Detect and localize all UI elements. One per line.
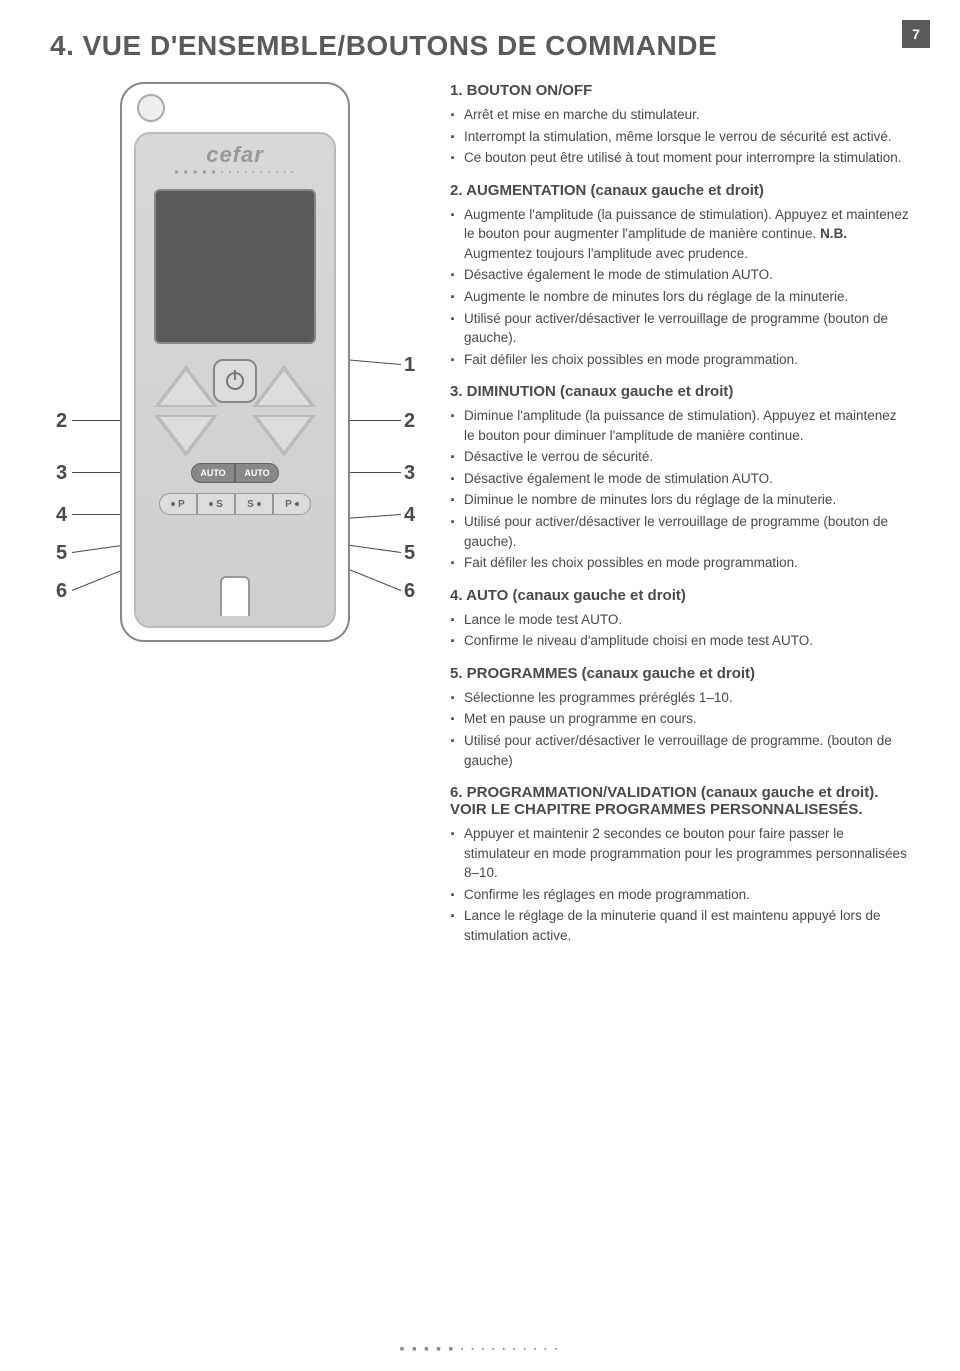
list-item: Interrompt la stimulation, même lorsque … (450, 127, 910, 147)
section-heading: 6. PROGRAMMATION/VALIDATION (canaux gauc… (450, 784, 910, 818)
device-button-area: AUTO AUTO P S S P (136, 359, 334, 626)
section-heading: 3. DIMINUTION (canaux gauche et droit) (450, 383, 910, 400)
page-title: 4. VUE D'ENSEMBLE/BOUTONS DE COMMANDE (50, 30, 910, 62)
description-column: 1. BOUTON ON/OFF Arrêt et mise en marche … (430, 82, 910, 947)
footer-dots: ■ ■ ■ ■ ■ ▪ ▪ ▪ ▪ ▪ ▪ ▪ ▪ ▪ ▪ (400, 1346, 560, 1353)
device-outline: cefar ■ ■ ■ ■ ■ ▪ ▪ ▪ ▪ ▪ ▪ ▪ ▪ ▪ ▪ (120, 82, 350, 642)
ps-button-row: P S S P (159, 493, 311, 515)
callout-right-6: 6 (404, 580, 415, 603)
list-item: Lance le mode test AUTO. (450, 610, 910, 630)
list-item: Confirme le niveau d'amplitude choisi en… (450, 631, 910, 651)
device-brand: cefar ■ ■ ■ ■ ■ ▪ ▪ ▪ ▪ ▪ ▪ ▪ ▪ ▪ ▪ (136, 142, 334, 176)
device-notch (220, 576, 250, 616)
list-item: Confirme les réglages en mode programmat… (450, 885, 910, 905)
auto-button-row: AUTO AUTO (191, 463, 279, 483)
list-item: Ce bouton peut être utilisé à tout momen… (450, 148, 910, 168)
section-list: Arrêt et mise en marche du stimulateur.I… (450, 105, 910, 168)
power-icon (226, 372, 244, 390)
callout-left-6: 6 (56, 580, 67, 603)
list-item: Augmente l'amplitude (la puissance de st… (450, 205, 910, 264)
auto-left-button: AUTO (191, 463, 235, 483)
callout-left-5: 5 (56, 542, 67, 565)
p-left-button: P (159, 493, 197, 515)
list-item: Sélectionne les programmes préréglés 1–1… (450, 688, 910, 708)
list-item: Appuyer et maintenir 2 secondes ce bouto… (450, 824, 910, 883)
section-list: Diminue l'amplitude (la puissance de sti… (450, 406, 910, 573)
callout-right-2: 2 (404, 410, 415, 433)
section-list: Lance le mode test AUTO.Confirme le nive… (450, 610, 910, 651)
section-list: Appuyer et maintenir 2 secondes ce bouto… (450, 824, 910, 945)
list-item: Arrêt et mise en marche du stimulateur. (450, 105, 910, 125)
section-list: Sélectionne les programmes préréglés 1–1… (450, 688, 910, 770)
s-label: S (247, 499, 254, 510)
section-heading: 4. AUTO (canaux gauche et droit) (450, 587, 910, 604)
decrease-left-button (154, 415, 218, 457)
callout-left-4: 4 (56, 504, 67, 527)
section-heading: 5. PROGRAMMES (canaux gauche et droit) (450, 665, 910, 682)
p-right-button: P (273, 493, 311, 515)
callout-left-3: 3 (56, 462, 67, 485)
s-left-button: S (197, 493, 235, 515)
device-column: 2 3 4 5 6 1 2 3 4 5 6 (50, 82, 430, 947)
list-item: Fait défiler les choix possibles en mode… (450, 350, 910, 370)
brand-text: cefar (136, 142, 334, 168)
section-heading: 1. BOUTON ON/OFF (450, 82, 910, 99)
callout-right-3: 3 (404, 462, 415, 485)
callout-left-2: 2 (56, 410, 67, 433)
list-item: Désactive le verrou de sécurité. (450, 447, 910, 467)
list-item: Utilisé pour activer/désactiver le verro… (450, 512, 910, 551)
list-item: Utilisé pour activer/désactiver le verro… (450, 731, 910, 770)
section-list: Augmente l'amplitude (la puissance de st… (450, 205, 910, 370)
callout-right-5: 5 (404, 542, 415, 565)
list-item: Fait défiler les choix possibles en mode… (450, 553, 910, 573)
device-diagram: 2 3 4 5 6 1 2 3 4 5 6 (50, 82, 430, 702)
p-label: P (178, 499, 185, 510)
list-item: Lance le réglage de la minuterie quand i… (450, 906, 910, 945)
brand-dots: ■ ■ ■ ■ ■ ▪ ▪ ▪ ▪ ▪ ▪ ▪ ▪ ▪ ▪ (136, 170, 334, 176)
list-item: Utilisé pour activer/désactiver le verro… (450, 309, 910, 348)
callout-right-1: 1 (404, 354, 415, 377)
list-item: Diminue le nombre de minutes lors du rég… (450, 490, 910, 510)
s-label: S (216, 499, 223, 510)
list-item: Diminue l'amplitude (la puissance de sti… (450, 406, 910, 445)
decrease-right-button (252, 415, 316, 457)
content-row: 2 3 4 5 6 1 2 3 4 5 6 (50, 82, 910, 947)
list-item: Met en pause un programme en cours. (450, 709, 910, 729)
power-button (213, 359, 257, 403)
list-item: Augmente le nombre de minutes lors du ré… (450, 287, 910, 307)
p-label: P (285, 499, 292, 510)
list-item: Désactive également le mode de stimulati… (450, 265, 910, 285)
device-inner: cefar ■ ■ ■ ■ ■ ▪ ▪ ▪ ▪ ▪ ▪ ▪ ▪ ▪ ▪ (134, 132, 336, 628)
auto-right-button: AUTO (235, 463, 279, 483)
page-number-badge: 7 (902, 20, 930, 48)
section-heading: 2. AUGMENTATION (canaux gauche et droit) (450, 182, 910, 199)
increase-right-button (252, 365, 316, 407)
device-screen (154, 189, 316, 344)
device-lanyard-loop (137, 94, 165, 122)
callout-right-4: 4 (404, 504, 415, 527)
increase-left-button (154, 365, 218, 407)
s-right-button: S (235, 493, 273, 515)
list-item: Désactive également le mode de stimulati… (450, 469, 910, 489)
